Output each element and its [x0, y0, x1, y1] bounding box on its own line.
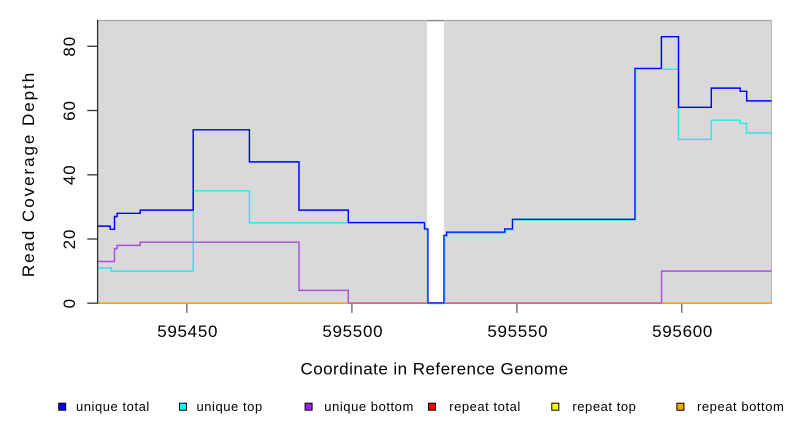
svg-text:repeat top: repeat top — [572, 399, 636, 414]
svg-text:595450: 595450 — [157, 322, 218, 341]
svg-text:repeat bottom: repeat bottom — [697, 399, 784, 414]
svg-text:20: 20 — [60, 229, 79, 250]
svg-text:595600: 595600 — [652, 322, 713, 341]
svg-text:unique bottom: unique bottom — [324, 399, 414, 414]
svg-text:60: 60 — [60, 100, 79, 121]
svg-text:Read Coverage Depth: Read Coverage Depth — [19, 71, 38, 277]
svg-text:unique total: unique total — [76, 399, 150, 414]
svg-text:repeat total: repeat total — [449, 399, 521, 414]
svg-text:80: 80 — [60, 36, 79, 57]
svg-text:unique top: unique top — [197, 399, 263, 414]
svg-text:0: 0 — [60, 298, 79, 308]
svg-text:595550: 595550 — [487, 322, 548, 341]
svg-text:595500: 595500 — [322, 322, 383, 341]
svg-text:40: 40 — [60, 164, 79, 185]
svg-text:Coordinate in Reference Genome: Coordinate in Reference Genome — [300, 360, 568, 379]
